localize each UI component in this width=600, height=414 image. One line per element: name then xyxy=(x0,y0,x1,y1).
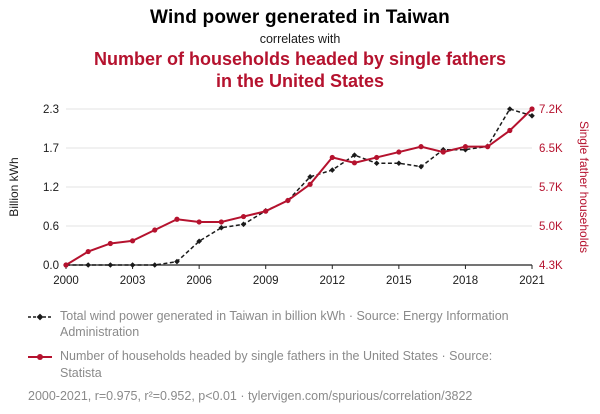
right-axis-title: Single father households xyxy=(577,120,591,253)
left-tick-label: 1.2 xyxy=(43,182,59,194)
left-tick-label: 0.6 xyxy=(43,221,59,233)
circle-marker xyxy=(240,213,247,220)
circle-marker xyxy=(129,238,136,244)
footer-stats: 2000-2021, r=0.975, r²=0.952, p<0.01 · t… xyxy=(28,388,473,403)
circle-marker xyxy=(196,219,202,225)
left-tick-label: 1.7 xyxy=(43,143,59,155)
diamond-marker xyxy=(396,160,402,166)
diamond-marker xyxy=(329,167,336,173)
x-tick-label: 2003 xyxy=(120,275,146,287)
circle-marker xyxy=(285,197,291,203)
circle-marker xyxy=(418,143,424,150)
diamond-marker xyxy=(85,262,91,268)
circle-marker xyxy=(218,219,224,225)
circle-marker xyxy=(152,227,158,233)
circle-marker xyxy=(485,143,491,150)
right-tick-label: 4.3K xyxy=(539,260,563,272)
circle-marker xyxy=(329,154,335,160)
left-axis-title: Billion kWh xyxy=(7,157,21,217)
diamond-marker xyxy=(307,173,313,180)
circle-marker xyxy=(507,127,513,134)
circle-marker xyxy=(396,149,402,155)
diamond-marker xyxy=(529,112,535,119)
x-tick-label: 2021 xyxy=(519,275,545,287)
diamond-marker xyxy=(174,258,180,265)
circle-marker xyxy=(374,154,380,160)
legend-label-wind-power: Total wind power generated in Taiwan in … xyxy=(60,308,509,340)
circle-marker xyxy=(263,208,269,214)
legend: Total wind power generated in Taiwan in … xyxy=(28,308,600,381)
diamond-marker xyxy=(218,224,225,231)
circle-marker xyxy=(351,160,358,166)
right-tick-label: 6.5K xyxy=(539,143,563,155)
correlation-chart: 0.0 4.3K 0.6 5.0K 1.2 5.7K 1.7 6.5K 2.3 7.2K 2000 2… xyxy=(43,104,563,287)
wind-power-legend-icon xyxy=(28,313,52,321)
circle-marker xyxy=(174,216,180,222)
legend-label-single-fathers: Number of households headed by single fa… xyxy=(60,349,493,380)
diamond-marker xyxy=(129,262,136,268)
diamond-marker xyxy=(240,221,247,228)
chart-area: Billion kWh Single father households 0.0… xyxy=(0,95,600,300)
single-fathers-legend-icon xyxy=(28,354,52,361)
diamond-marker xyxy=(351,152,358,158)
circle-marker xyxy=(440,149,446,155)
x-tick-label: 2009 xyxy=(253,275,279,287)
circle-marker xyxy=(107,240,113,246)
x-tick-label: 2018 xyxy=(453,275,479,287)
correlates-with-text: correlates with xyxy=(259,32,341,46)
x-tick-label: 2006 xyxy=(186,275,212,287)
left-tick-label: 2.3 xyxy=(43,104,59,116)
x-tick-label: 2000 xyxy=(53,275,79,287)
right-tick-label: 7.2K xyxy=(539,104,563,116)
chart-title: Wind power generated in Taiwan xyxy=(149,7,450,28)
series-line-1 xyxy=(65,108,533,266)
x-tick-label: 2012 xyxy=(319,275,345,287)
diamond-marker xyxy=(151,262,158,268)
diamond-marker xyxy=(373,160,380,166)
diamond-marker xyxy=(507,106,513,112)
legend-item-wind-power: Total wind power generated in Taiwan in … xyxy=(28,308,533,341)
circle-marker xyxy=(462,143,469,150)
legend-item-single-fathers: Number of households headed by single fa… xyxy=(28,348,533,381)
circle-marker xyxy=(529,106,535,112)
circle-marker xyxy=(63,262,69,268)
chart-subtitle: Number of households headed by single fa… xyxy=(93,49,507,91)
x-tick-label: 2015 xyxy=(386,275,412,287)
diamond-marker xyxy=(107,262,114,268)
circle-marker xyxy=(307,181,313,187)
right-tick-label: 5.7K xyxy=(539,182,563,194)
right-tick-label: 5.0K xyxy=(539,221,563,233)
left-tick-label: 0.0 xyxy=(43,260,59,272)
diamond-marker xyxy=(196,238,202,244)
circle-marker xyxy=(85,248,91,255)
